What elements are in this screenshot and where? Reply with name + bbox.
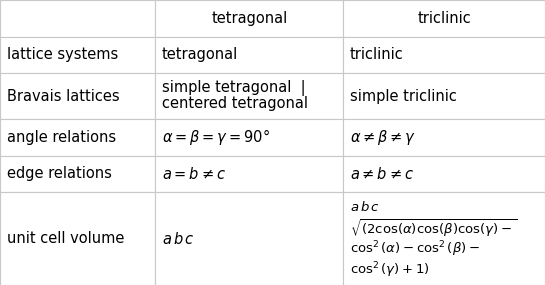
Text: $\alpha = \beta = \gamma = 90°$: $\alpha = \beta = \gamma = 90°$ (162, 127, 270, 147)
Text: angle relations: angle relations (7, 130, 116, 145)
Text: triclinic: triclinic (350, 47, 404, 62)
Bar (343, 0, 545, 36)
Text: Bravais lattices: Bravais lattices (7, 89, 119, 103)
Bar (0, 73, 155, 119)
Bar (343, 156, 545, 192)
Bar (0, 192, 155, 285)
Bar (155, 156, 343, 192)
Bar (155, 192, 343, 285)
Bar (343, 36, 545, 73)
Text: $a\,b\,c$: $a\,b\,c$ (350, 200, 380, 214)
Bar (0, 156, 155, 192)
Text: triclinic: triclinic (417, 11, 471, 26)
Text: tetragonal: tetragonal (211, 11, 287, 26)
Text: edge relations: edge relations (7, 166, 111, 181)
Text: centered tetragonal: centered tetragonal (162, 96, 308, 111)
Text: $\cos^2(\gamma) + 1)$: $\cos^2(\gamma) + 1)$ (350, 260, 429, 280)
Text: $a \neq b \neq c$: $a \neq b \neq c$ (350, 166, 414, 182)
Text: simple triclinic: simple triclinic (350, 89, 457, 103)
Bar (343, 192, 545, 285)
Text: simple tetragonal  |: simple tetragonal | (162, 80, 306, 96)
Text: lattice systems: lattice systems (7, 47, 118, 62)
Text: $\sqrt{(2\cos(\alpha)\cos(\beta)\cos(\gamma) -}$: $\sqrt{(2\cos(\alpha)\cos(\beta)\cos(\ga… (350, 217, 518, 239)
Bar (155, 0, 343, 36)
Text: $\cos^2(\alpha) - \cos^2(\beta) -$: $\cos^2(\alpha) - \cos^2(\beta) -$ (350, 239, 480, 259)
Bar (343, 119, 545, 156)
Text: $\alpha \neq \beta \neq \gamma$: $\alpha \neq \beta \neq \gamma$ (350, 128, 416, 147)
Text: $a\,b\,c$: $a\,b\,c$ (162, 231, 195, 247)
Bar (0, 36, 155, 73)
Bar (155, 73, 343, 119)
Bar (0, 119, 155, 156)
Text: $a = b \neq c$: $a = b \neq c$ (162, 166, 226, 182)
Bar (0, 0, 155, 36)
Bar (155, 119, 343, 156)
Bar (343, 73, 545, 119)
Bar (155, 36, 343, 73)
Text: unit cell volume: unit cell volume (7, 231, 124, 246)
Text: tetragonal: tetragonal (162, 47, 238, 62)
